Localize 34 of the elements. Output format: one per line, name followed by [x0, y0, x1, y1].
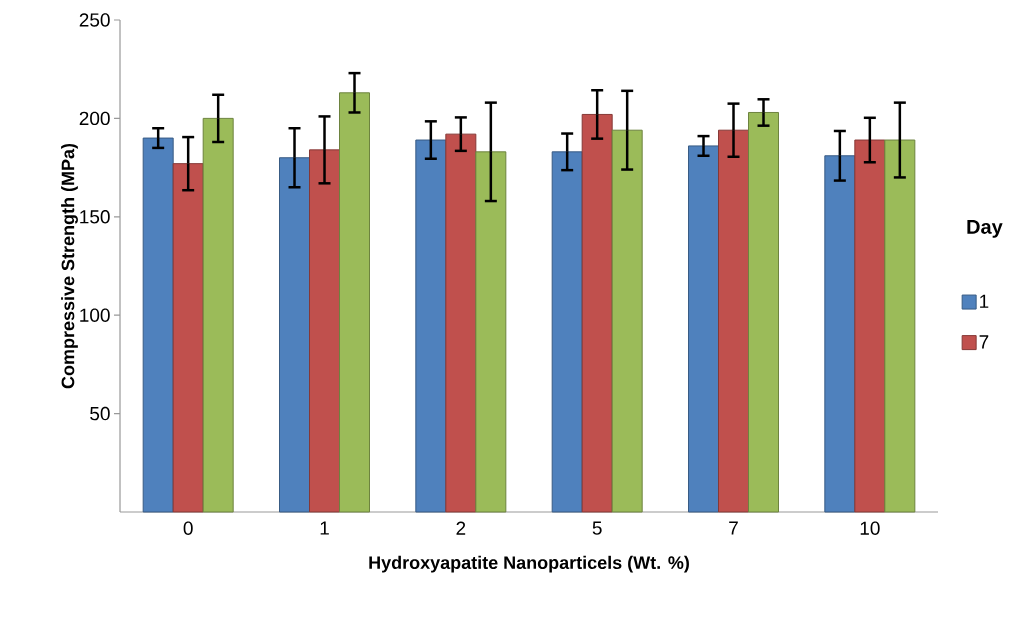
bar: [202, 117, 234, 513]
bar: [611, 129, 643, 513]
bar: [279, 157, 311, 513]
bar: [172, 163, 204, 513]
bar: [551, 151, 583, 513]
y-tick-label: 250: [79, 13, 110, 27]
legend-label: 7: [979, 335, 989, 349]
legend-title: Day: [967, 219, 1003, 238]
x-tick-label: 5: [592, 521, 602, 535]
y-tick-label: 50: [90, 406, 110, 421]
x-tick-label: 2: [456, 521, 466, 535]
bar: [824, 155, 856, 513]
bar: [688, 145, 720, 513]
bar: [884, 139, 916, 513]
bar: [854, 139, 886, 513]
x-tick-label: 0: [183, 521, 193, 535]
x-tick-label: 10: [860, 521, 880, 535]
bar: [475, 151, 507, 513]
x-tick-label: 1: [320, 521, 329, 535]
x-axis-title: Hydroxyapatite Nanoparticels (Wt. %): [369, 555, 689, 573]
bar: [309, 149, 341, 513]
bar: [748, 111, 780, 513]
y-tick-label: 100: [80, 308, 110, 322]
bar: [339, 92, 371, 513]
bar: [142, 137, 174, 513]
x-tick-label: 7: [729, 521, 738, 535]
y-tick-label: 200: [79, 111, 110, 126]
bar: [445, 133, 477, 513]
bar: [718, 129, 750, 513]
bar: [415, 139, 447, 513]
y-axis-title: Compressive Strength (MPa): [61, 143, 78, 389]
y-tick-label: 150: [80, 210, 110, 224]
bar: [581, 113, 613, 513]
legend-label: 1: [980, 294, 989, 308]
